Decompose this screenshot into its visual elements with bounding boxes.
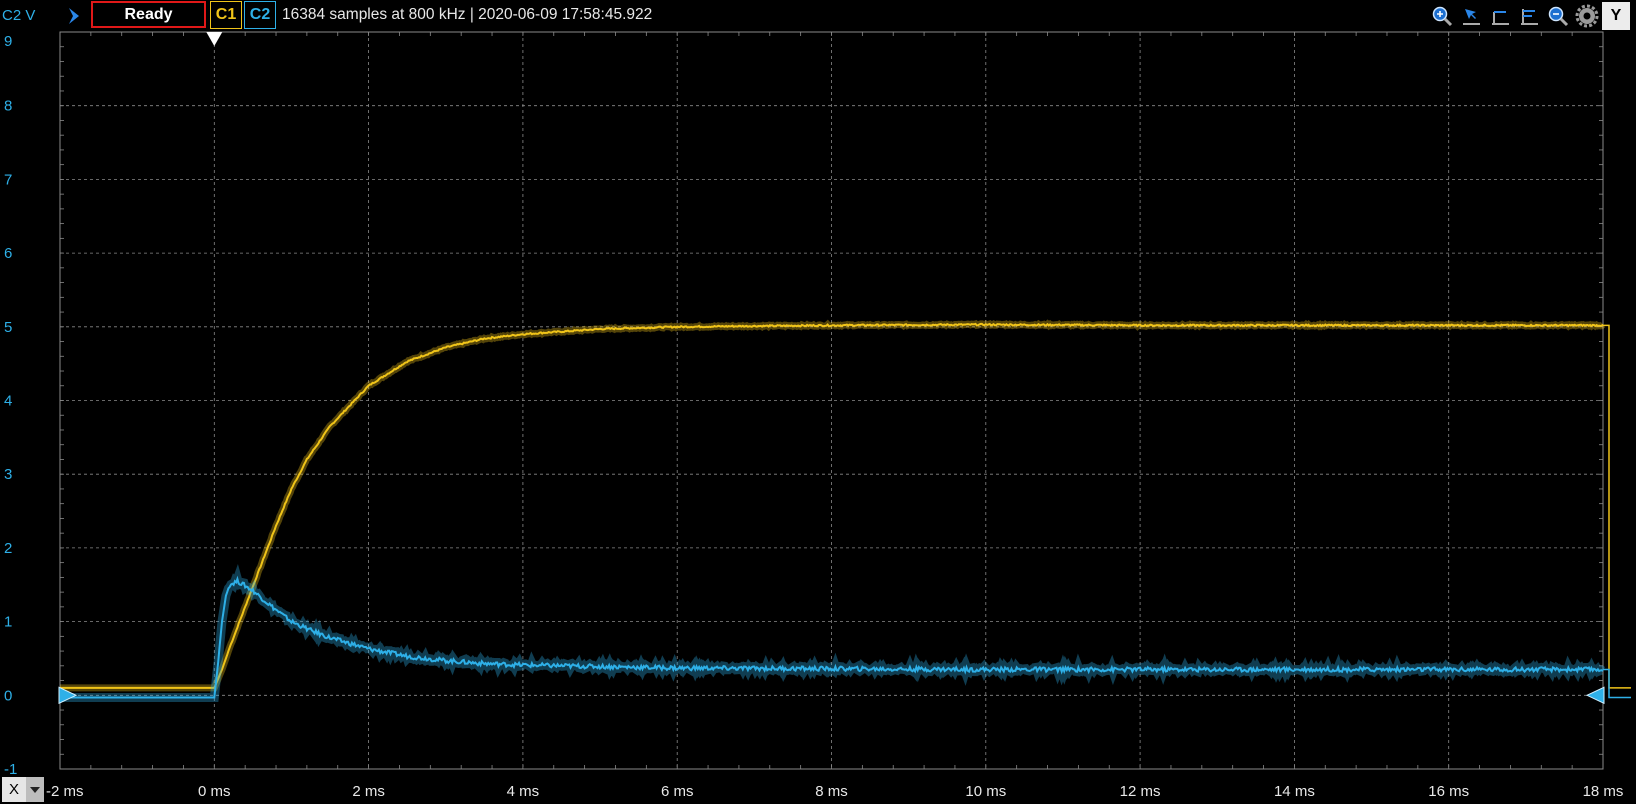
toolbar: C2 V Ready C1 C2 16384 samples at 800 kH… xyxy=(0,0,1636,32)
x-tick-label: 4 ms xyxy=(507,783,540,800)
x-tick-label: 16 ms xyxy=(1428,783,1469,800)
x-tick-label: 10 ms xyxy=(965,783,1006,800)
play-icon xyxy=(69,8,79,24)
y-tick-label: 5 xyxy=(4,319,12,336)
run-button[interactable] xyxy=(64,4,86,28)
y-tick-labels: -1 0 1 2 3 4 5 6 7 8 9 xyxy=(4,33,17,778)
trace-c1 xyxy=(60,319,1631,692)
x-tick-labels: -2 ms 0 ms 2 ms 4 ms 6 ms 8 ms 10 ms 12 ms 14 ms… xyxy=(46,783,1623,800)
trace-tail-c2 xyxy=(1603,668,1631,699)
y-tick-label: 9 xyxy=(4,33,12,50)
y-tick-label: -1 xyxy=(4,761,17,778)
y-tick-label: 1 xyxy=(4,614,12,631)
channel-offset-marker-right[interactable] xyxy=(1585,686,1605,705)
channel-offset-marker-left[interactable] xyxy=(58,686,78,705)
y-tick-label: 3 xyxy=(4,466,12,483)
y-tick-label: 6 xyxy=(4,245,12,262)
channel2-button[interactable]: C2 xyxy=(244,1,276,29)
x-tick-label: 14 ms xyxy=(1274,783,1315,800)
x-axis-dropdown[interactable] xyxy=(26,777,44,802)
horizontal-cursor-icon[interactable] xyxy=(1486,3,1513,30)
cursor-icon[interactable] xyxy=(1457,3,1484,30)
y-axis-channel-label: C2 V xyxy=(2,7,36,24)
y-tick-label: 4 xyxy=(4,393,12,410)
trace-c2 xyxy=(60,564,1631,702)
y-axis-button[interactable]: Y xyxy=(1602,2,1630,30)
status-button[interactable]: Ready xyxy=(91,1,206,28)
trace-tail-c1 xyxy=(1603,324,1631,689)
zoom-out-icon[interactable] xyxy=(1544,3,1571,30)
grid xyxy=(59,31,1604,770)
trigger-marker[interactable] xyxy=(206,32,223,46)
x-tick-label: 12 ms xyxy=(1120,783,1161,800)
y-tick-label: 2 xyxy=(4,540,12,557)
acquisition-info: 16384 samples at 800 kHz | 2020-06-09 17… xyxy=(282,6,653,23)
y-tick-label: 0 xyxy=(4,687,12,704)
x-tick-label: 8 ms xyxy=(815,783,848,800)
bottom-bar: X xyxy=(0,775,1636,804)
x-tick-label: 18 ms xyxy=(1583,783,1624,800)
x-tick-label: 6 ms xyxy=(661,783,694,800)
trace-line-c2 xyxy=(60,575,1604,699)
toolbar-icons: Y xyxy=(1428,1,1630,31)
markers xyxy=(58,32,1605,705)
trace-line-c1 xyxy=(60,322,1604,689)
x-tick-label: -2 ms xyxy=(46,783,84,800)
channel1-button[interactable]: C1 xyxy=(210,1,242,29)
y-tick-label: 7 xyxy=(4,171,12,188)
x-tick-label: 2 ms xyxy=(352,783,385,800)
zoom-in-icon[interactable] xyxy=(1428,3,1455,30)
x-tick-label: 0 ms xyxy=(198,783,231,800)
vertical-cursor-icon[interactable] xyxy=(1515,3,1542,30)
y-tick-label: 8 xyxy=(4,98,12,115)
traces xyxy=(60,319,1631,702)
x-axis-button[interactable]: X xyxy=(2,777,26,802)
settings-icon[interactable] xyxy=(1573,3,1600,30)
